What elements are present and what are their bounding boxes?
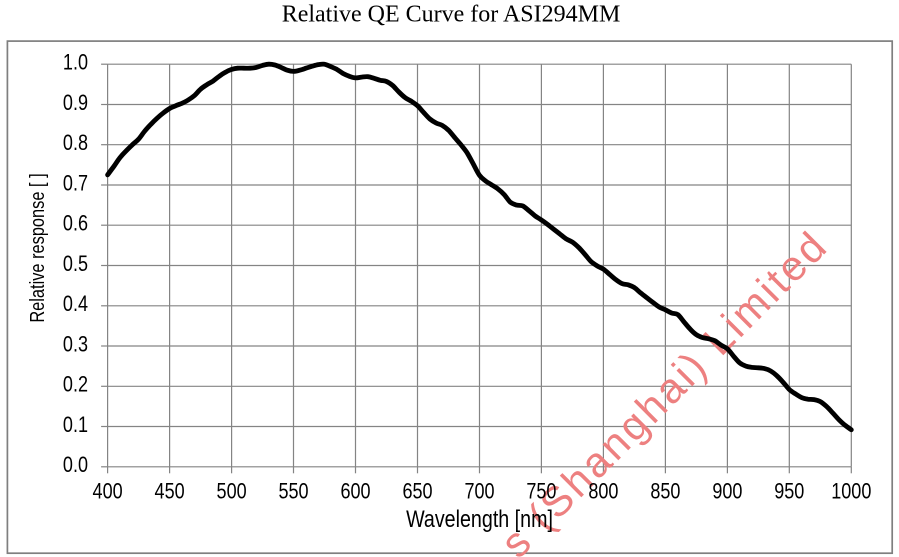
svg-text:0.6: 0.6 [63, 212, 88, 236]
svg-text:450: 450 [155, 480, 185, 504]
svg-text:0.7: 0.7 [63, 172, 88, 196]
svg-text:700: 700 [464, 480, 494, 504]
svg-text:0.5: 0.5 [63, 252, 88, 276]
svg-text:0.9: 0.9 [63, 91, 88, 115]
svg-text:0.1: 0.1 [63, 413, 88, 437]
svg-text:0.3: 0.3 [63, 333, 88, 357]
svg-text:550: 550 [278, 480, 308, 504]
svg-text:850: 850 [650, 480, 680, 504]
svg-text:600: 600 [340, 480, 370, 504]
svg-text:750: 750 [526, 480, 556, 504]
svg-text:500: 500 [217, 480, 247, 504]
svg-text:650: 650 [402, 480, 432, 504]
svg-text:Relative response [ ]: Relative response [ ] [25, 173, 48, 322]
svg-text:0.8: 0.8 [63, 132, 88, 156]
svg-text:0.0: 0.0 [63, 454, 88, 478]
svg-text:1000: 1000 [831, 480, 871, 504]
svg-text:1.0: 1.0 [63, 51, 88, 75]
svg-text:Wavelength [nm]: Wavelength [nm] [406, 505, 553, 532]
svg-text:400: 400 [93, 480, 123, 504]
svg-text:Relative QE Curve for ASI294MM: Relative QE Curve for ASI294MM [282, 2, 621, 28]
svg-text:900: 900 [712, 480, 742, 504]
svg-text:0.2: 0.2 [63, 373, 88, 397]
svg-text:800: 800 [588, 480, 618, 504]
svg-text:950: 950 [774, 480, 804, 504]
svg-text:0.4: 0.4 [63, 293, 88, 317]
